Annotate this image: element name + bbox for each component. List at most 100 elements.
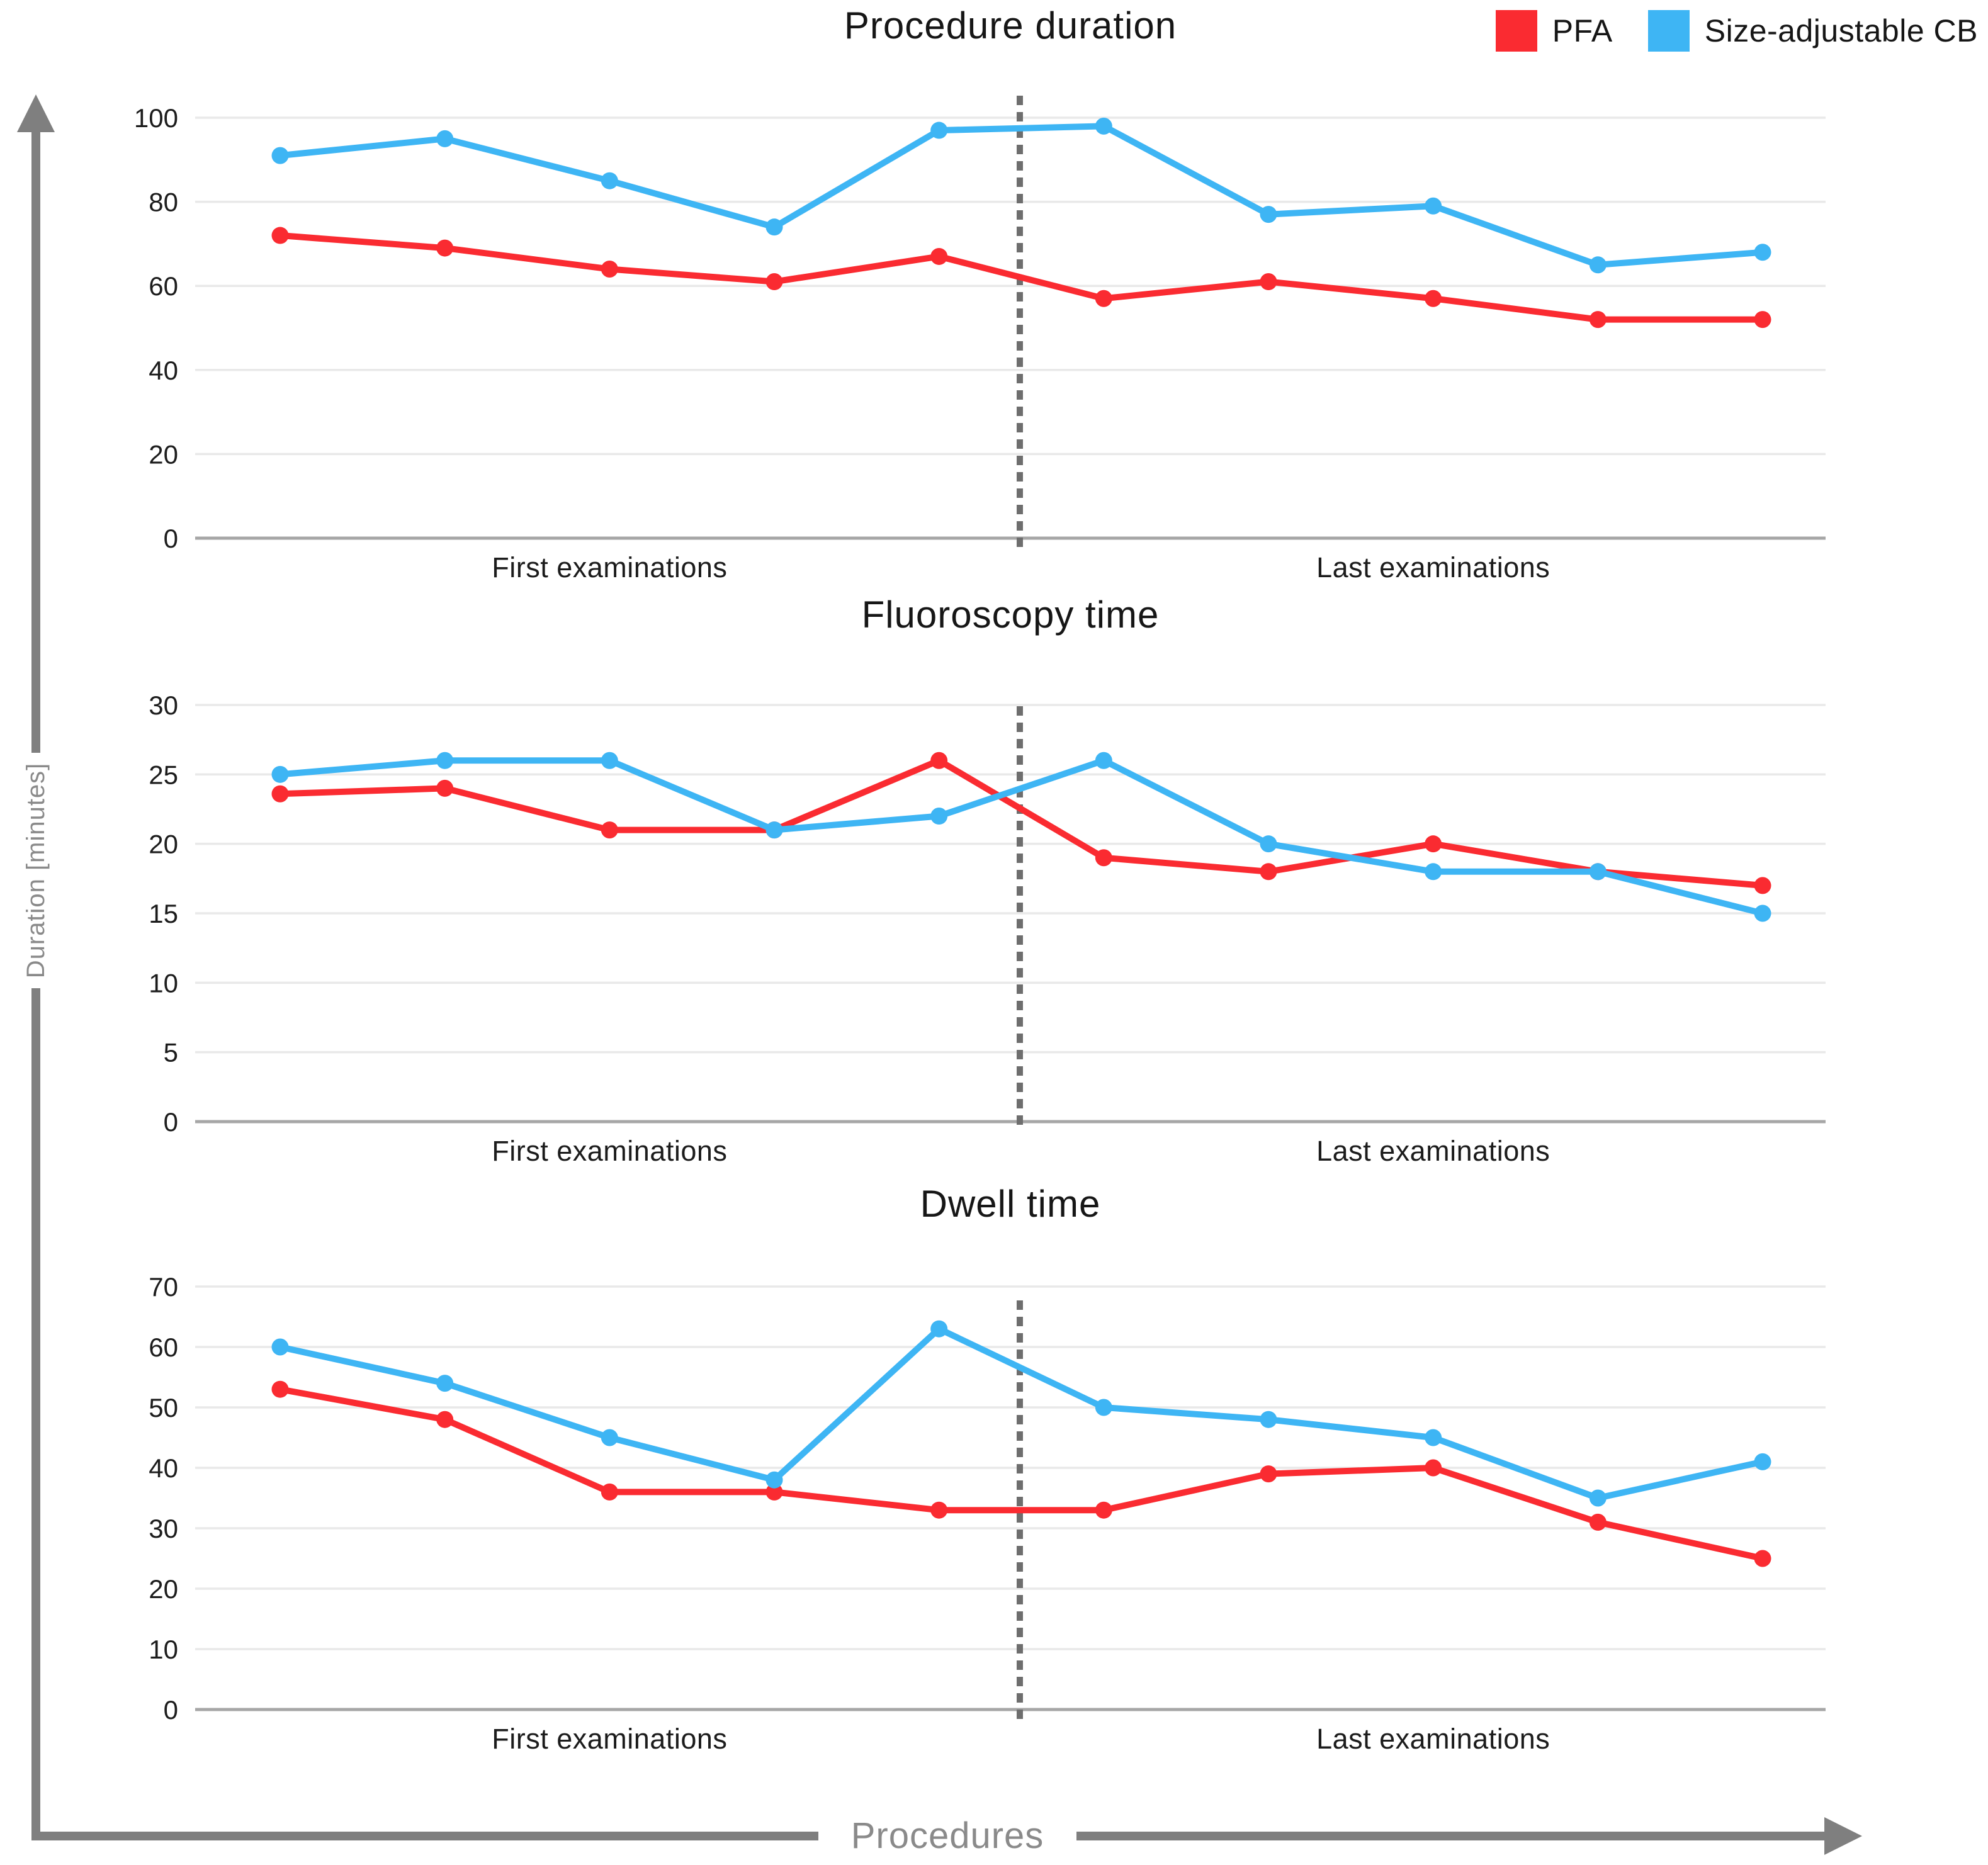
data-point-size-adjustable-cb: [1095, 1399, 1112, 1416]
x-group-label: First examinations: [492, 551, 727, 583]
data-point-pfa: [930, 752, 948, 769]
legend-label-size-adjustable-cb: Size-adjustable CB: [1704, 13, 1978, 48]
data-point-size-adjustable-cb: [271, 1338, 289, 1356]
data-point-pfa: [1754, 1550, 1771, 1567]
chart-dwell-time: 0 10 20 30 40 50 60 70 First examinations Last ex…: [149, 1272, 1826, 1755]
y-tick-label: 0: [164, 524, 178, 553]
y-tick-label: 25: [149, 760, 178, 789]
x-axis-label: Procedures: [851, 1815, 1044, 1856]
y-tick-label: 15: [149, 899, 178, 928]
chart-title-dwell-time: Dwell time: [920, 1183, 1101, 1225]
data-point-pfa: [271, 227, 289, 244]
y-tick-label: 60: [149, 1333, 178, 1362]
data-point-size-adjustable-cb: [1260, 835, 1277, 853]
y-tick-label: 70: [149, 1272, 178, 1302]
data-point-pfa: [1425, 290, 1442, 307]
data-point-size-adjustable-cb: [1754, 244, 1771, 261]
y-tick-label: 0: [164, 1107, 178, 1137]
y-tick-label: 40: [149, 1453, 178, 1483]
data-point-size-adjustable-cb: [765, 218, 783, 236]
data-point-size-adjustable-cb: [1589, 863, 1607, 881]
y-tick-label: 10: [149, 1635, 178, 1664]
chart-title-fluoroscopy-time: Fluoroscopy time: [861, 594, 1160, 636]
data-point-size-adjustable-cb: [765, 821, 783, 839]
data-point-size-adjustable-cb: [930, 808, 948, 825]
data-point-pfa: [765, 1483, 783, 1501]
series-line-size-adjustable-cb: [277, 123, 1766, 268]
data-point-size-adjustable-cb: [1589, 256, 1607, 274]
data-point-pfa: [1754, 311, 1771, 329]
data-point-pfa: [436, 779, 454, 797]
data-point-size-adjustable-cb: [1260, 206, 1277, 223]
y-tick-label: 60: [149, 271, 178, 301]
data-point-pfa: [1260, 273, 1277, 291]
y-tick-label: 80: [149, 188, 178, 217]
data-point-pfa: [601, 260, 618, 278]
data-point-pfa: [930, 247, 948, 265]
data-point-size-adjustable-cb: [1589, 1489, 1607, 1507]
data-point-pfa: [1260, 863, 1277, 881]
data-point-pfa: [765, 273, 783, 291]
data-point-size-adjustable-cb: [930, 121, 948, 139]
data-point-pfa: [436, 239, 454, 257]
y-tick-label: 20: [149, 1574, 178, 1604]
series-line-pfa: [277, 1386, 1766, 1562]
legend: PFA Size-adjustable CB: [1495, 10, 1978, 52]
series-line-size-adjustable-cb: [277, 1326, 1766, 1501]
data-point-size-adjustable-cb: [601, 1429, 618, 1446]
data-point-size-adjustable-cb: [930, 1320, 948, 1338]
data-point-pfa: [601, 821, 618, 839]
x-group-label: Last examinations: [1316, 551, 1550, 583]
y-tick-label: 30: [149, 1514, 178, 1543]
y-tick-label: 0: [164, 1695, 178, 1725]
data-point-size-adjustable-cb: [765, 1471, 783, 1489]
x-group-label: First examinations: [492, 1135, 727, 1167]
data-point-size-adjustable-cb: [271, 765, 289, 783]
data-point-size-adjustable-cb: [1095, 752, 1112, 769]
y-tick-label: 30: [149, 690, 178, 720]
y-tick-label: 10: [149, 968, 178, 998]
pfa-swatch-icon: [1495, 10, 1537, 52]
chart-title-procedure-duration: Procedure duration: [844, 4, 1177, 47]
data-point-size-adjustable-cb: [1425, 197, 1442, 215]
data-point-pfa: [930, 1501, 948, 1519]
global-axes: Duration [minutes] Procedures: [17, 94, 1862, 1856]
x-axis-arrowhead-icon: [1824, 1817, 1862, 1855]
data-point-size-adjustable-cb: [601, 752, 618, 769]
y-tick-label: 20: [149, 439, 178, 469]
data-point-pfa: [1425, 1459, 1442, 1477]
chart-procedure-duration: 0 20 40 60 80 100 First examinations Last exami…: [134, 96, 1826, 583]
data-point-pfa: [1260, 1465, 1277, 1483]
legend-label-pfa: PFA: [1552, 13, 1613, 48]
data-point-pfa: [1589, 311, 1607, 329]
cb-swatch-icon: [1647, 10, 1690, 52]
data-point-size-adjustable-cb: [1260, 1411, 1277, 1428]
data-point-size-adjustable-cb: [436, 752, 454, 769]
data-point-size-adjustable-cb: [436, 1375, 454, 1392]
chart-fluoroscopy-time: 0 5 10 15 20 25 30 First examinations Last exami…: [149, 690, 1826, 1167]
data-point-size-adjustable-cb: [271, 147, 289, 164]
y-tick-label: 40: [149, 356, 178, 385]
data-point-size-adjustable-cb: [601, 172, 618, 189]
data-point-pfa: [1589, 1513, 1607, 1531]
x-group-label: First examinations: [492, 1723, 727, 1755]
series-line-size-adjustable-cb: [277, 757, 1766, 916]
y-tick-label: 20: [149, 830, 178, 859]
y-tick-label: 5: [164, 1038, 178, 1068]
series-line-pfa: [277, 232, 1766, 323]
data-point-pfa: [1425, 835, 1442, 853]
data-point-pfa: [271, 785, 289, 803]
data-point-pfa: [1754, 877, 1771, 894]
data-point-pfa: [1095, 849, 1112, 867]
data-point-size-adjustable-cb: [1754, 1453, 1771, 1470]
legend-item-pfa: PFA: [1495, 10, 1613, 52]
x-group-label: Last examinations: [1316, 1135, 1550, 1167]
legend-item-size-adjustable-cb: Size-adjustable CB: [1647, 10, 1978, 52]
data-point-size-adjustable-cb: [1095, 117, 1112, 135]
y-axis-label: Duration [minutes]: [22, 763, 50, 979]
series-line-pfa: [277, 757, 1766, 889]
data-point-size-adjustable-cb: [1425, 863, 1442, 881]
data-point-pfa: [1095, 1501, 1112, 1519]
